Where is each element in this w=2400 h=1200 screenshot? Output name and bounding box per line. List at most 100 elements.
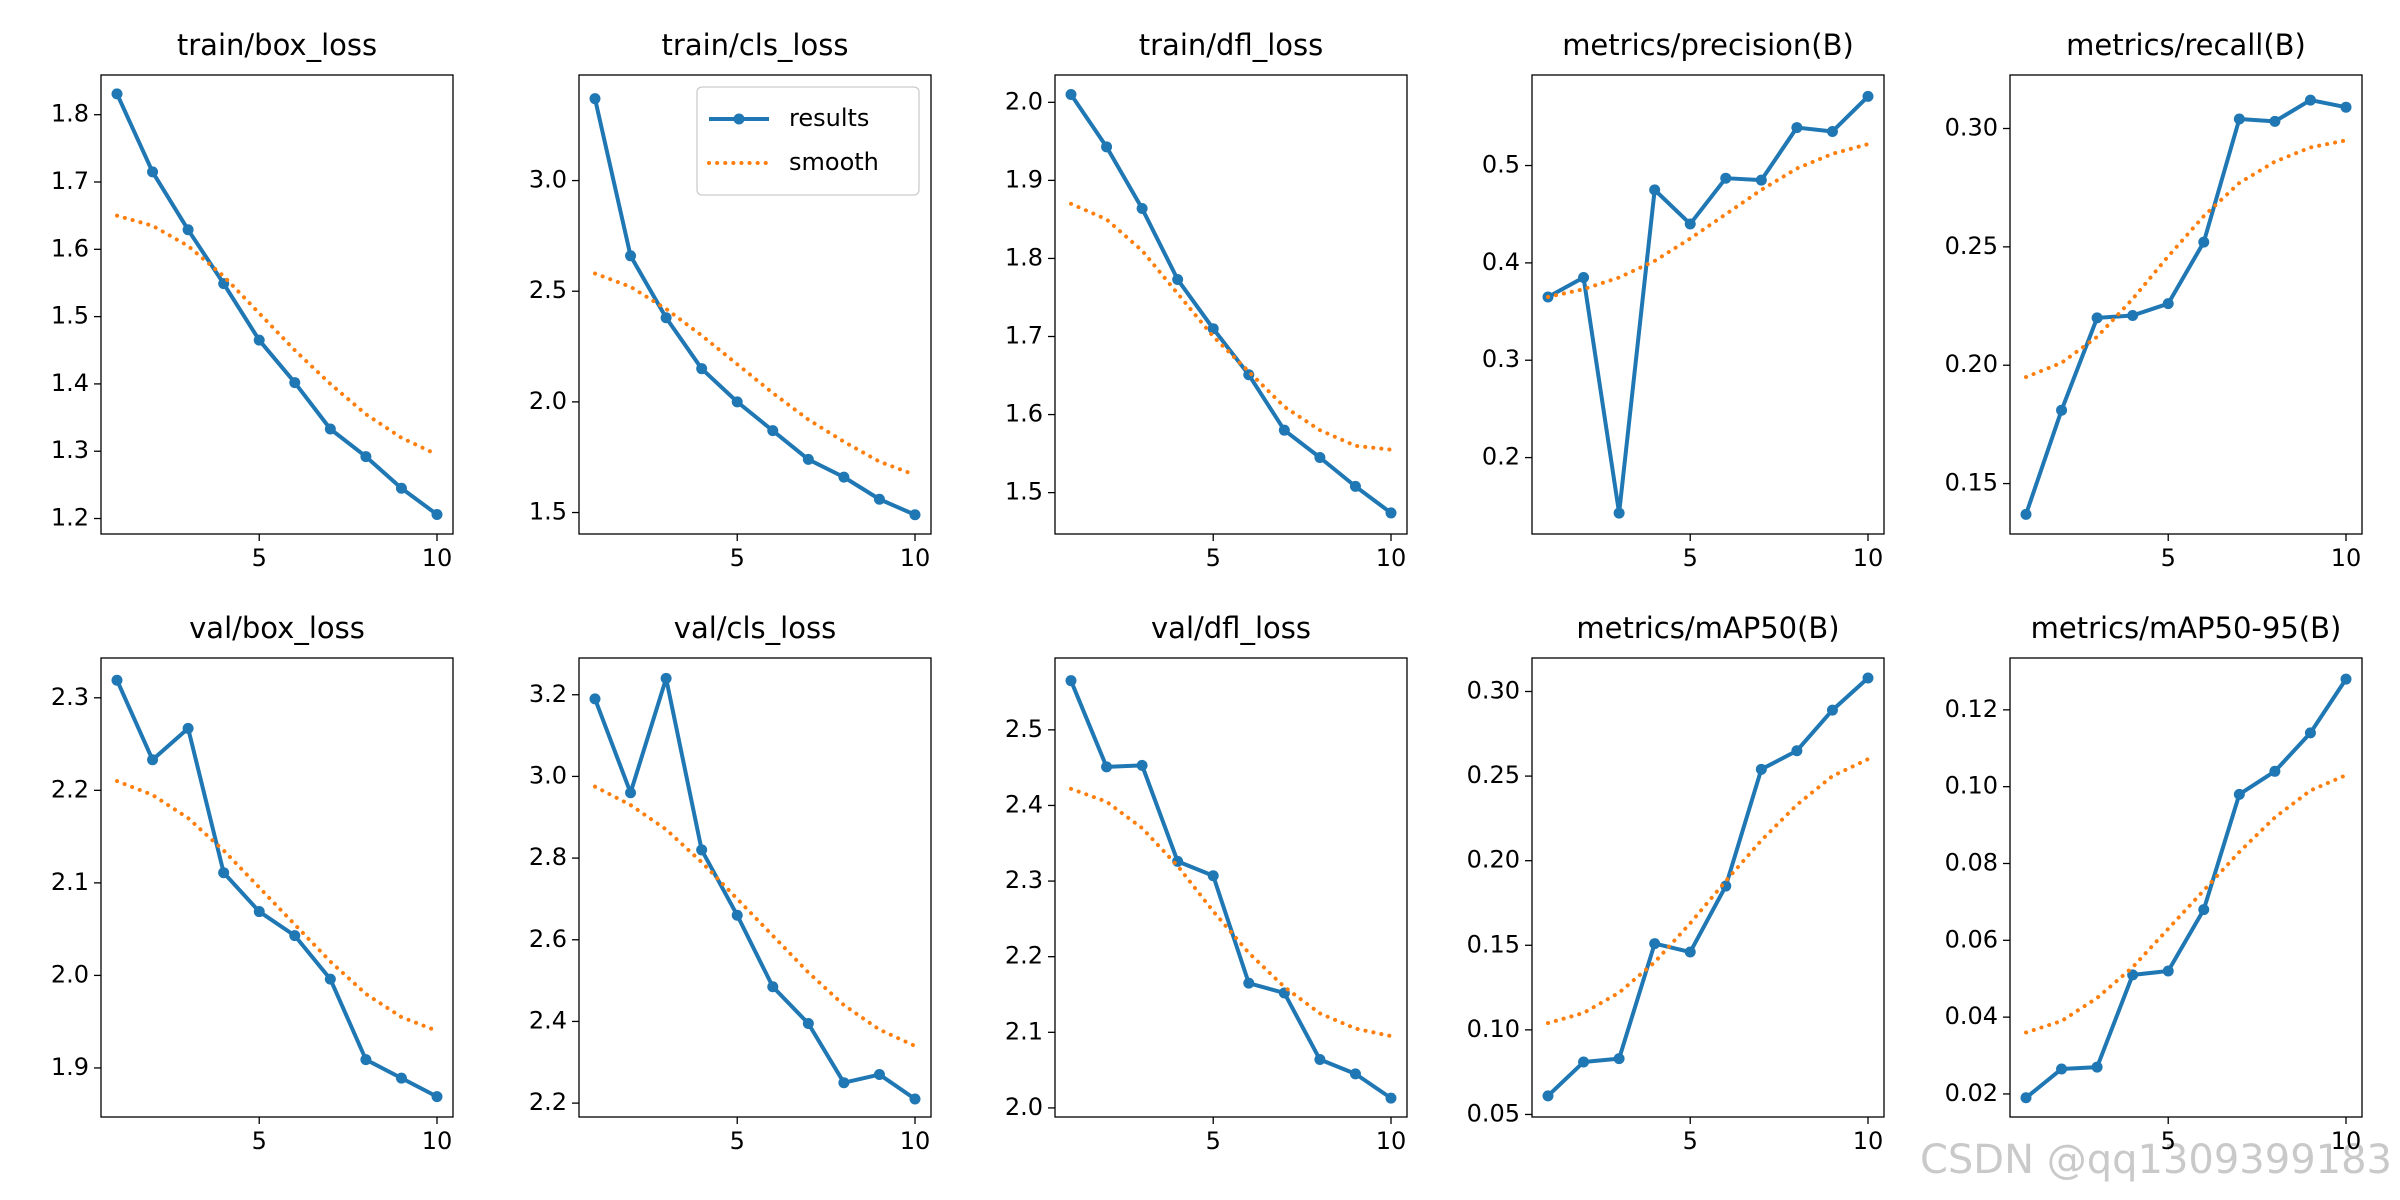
point (767, 425, 779, 437)
y-tick-label: 2.0 (1005, 1093, 1043, 1121)
chart-title: train/box_loss (177, 28, 377, 62)
point (1613, 1053, 1625, 1065)
y-tick-label: 0.12 (1945, 695, 1998, 723)
axes-frame (1054, 74, 1408, 535)
results-line (593, 98, 916, 517)
point (2091, 1061, 2103, 1073)
point (1278, 424, 1290, 436)
point (1349, 480, 1361, 492)
y-tick-label: 0.05 (1467, 1099, 1520, 1127)
y-tick-label: 2.4 (1005, 790, 1043, 818)
point (324, 973, 336, 985)
x-tick-label: 10 (1853, 544, 1884, 572)
x-tick-label: 5 (1683, 1127, 1698, 1155)
point (2198, 236, 2210, 248)
y-tick-label: 2.5 (529, 276, 567, 304)
chart-title: train/cls_loss (662, 28, 849, 62)
point (2162, 298, 2174, 310)
smooth-line (593, 271, 917, 477)
point (660, 672, 672, 684)
point (1649, 938, 1661, 950)
y-tick-label: 0.5 (1482, 151, 1520, 179)
y-tick-label: 3.2 (529, 680, 567, 708)
y-tick-label: 1.8 (1005, 243, 1043, 271)
point (1065, 89, 1077, 101)
y-tick-label: 0.30 (1467, 676, 1520, 704)
point (253, 906, 265, 918)
point (838, 1077, 850, 1089)
smooth-line (593, 784, 917, 1048)
y-tick-label: 1.5 (51, 302, 89, 330)
y-tick-label: 2.2 (529, 1088, 567, 1116)
point (838, 471, 850, 483)
legend-marker (733, 113, 745, 125)
point (1755, 174, 1767, 186)
point (1791, 745, 1803, 757)
chart-title: train/dfl_loss (1139, 28, 1323, 62)
point (182, 722, 194, 734)
point (1578, 1056, 1590, 1068)
point (2340, 673, 2352, 685)
y-tick-label: 1.7 (51, 167, 89, 195)
x-tick-label: 10 (1376, 544, 1407, 572)
smooth-line (1069, 786, 1393, 1039)
y-tick-label: 2.0 (51, 960, 89, 988)
point (395, 482, 407, 494)
x-tick-label: 10 (2331, 544, 2362, 572)
x-tick-label: 5 (2161, 1127, 2176, 1155)
y-tick-label: 0.25 (1467, 761, 1520, 789)
axes-frame (2009, 657, 2363, 1118)
point (1243, 369, 1255, 381)
point (2233, 788, 2245, 800)
y-tick-label: 1.3 (51, 436, 89, 464)
y-tick-label: 2.0 (529, 387, 567, 415)
results-line (593, 676, 917, 1101)
point (873, 493, 885, 505)
point (360, 451, 372, 463)
x-tick-label: 10 (900, 1127, 931, 1155)
x-tick-label: 10 (422, 1127, 453, 1155)
point (2233, 113, 2245, 125)
axes-frame (578, 74, 932, 535)
point (2056, 404, 2068, 416)
point (1385, 1092, 1397, 1104)
y-tick-label: 2.3 (51, 683, 89, 711)
point (1649, 184, 1661, 196)
y-tick-label: 3.0 (529, 761, 567, 789)
point (1720, 880, 1732, 892)
y-tick-label: 0.10 (1945, 772, 1998, 800)
point (1578, 271, 1590, 283)
point (1101, 141, 1113, 153)
y-tick-label: 1.8 (51, 100, 89, 128)
axes-frame (100, 74, 454, 535)
point (147, 166, 159, 178)
point (589, 693, 601, 705)
point (1172, 274, 1184, 286)
point (660, 312, 672, 324)
y-tick-label: 1.6 (1005, 400, 1043, 428)
y-tick-label: 1.5 (529, 498, 567, 526)
point (1862, 672, 1874, 684)
point (431, 508, 443, 520)
point (111, 88, 123, 100)
axes-frame (1531, 74, 1885, 535)
x-tick-label: 5 (730, 1127, 745, 1155)
point (2056, 1063, 2068, 1075)
results-line (1547, 94, 1870, 516)
x-tick-label: 5 (1206, 544, 1221, 572)
x-tick-label: 5 (730, 544, 745, 572)
point (1684, 946, 1696, 958)
point (1862, 90, 1874, 102)
point (873, 1069, 885, 1081)
point (360, 1054, 372, 1066)
point (625, 250, 637, 262)
point (1207, 870, 1219, 882)
point (147, 754, 159, 766)
chart-title: val/cls_loss (674, 611, 836, 645)
axes-frame (1531, 657, 1885, 1118)
point (1314, 1054, 1326, 1066)
point (1684, 218, 1696, 230)
point (2304, 94, 2316, 106)
y-tick-label: 1.2 (51, 504, 89, 532)
x-tick-label: 5 (252, 1127, 267, 1155)
